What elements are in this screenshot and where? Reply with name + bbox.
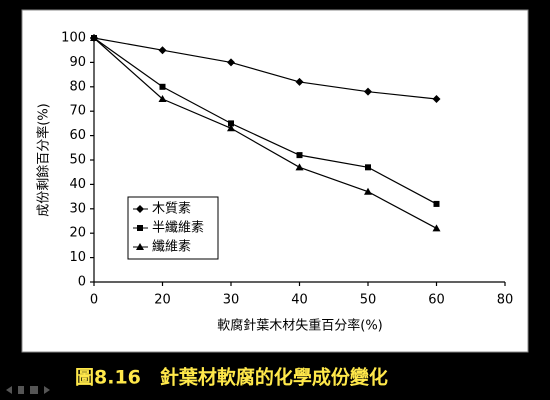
nav-prev[interactable]: [6, 386, 12, 394]
x-tick-label: 80: [497, 293, 514, 308]
data-point: [365, 164, 371, 171]
data-point: [296, 152, 303, 159]
slide-title: 圖8.16 針葉材軟腐的化學成份變化: [75, 366, 388, 389]
y-tick-label: 20: [69, 226, 86, 241]
data-point: [295, 77, 304, 86]
data-point: [159, 83, 166, 90]
x-tick-label: 40: [291, 293, 308, 308]
chart-panel: [21, 9, 529, 353]
legend-label: 木質素: [152, 202, 191, 217]
marker: [136, 243, 144, 250]
data-point: [227, 58, 235, 67]
data-point: [228, 120, 234, 127]
x-tick-label: 50: [360, 293, 377, 308]
series-line: [93, 37, 437, 100]
data-point: [364, 187, 372, 195]
y-tick-label: 80: [69, 79, 86, 94]
data-point: [432, 224, 441, 232]
data-point: [227, 124, 235, 132]
data-point: [158, 46, 167, 55]
nav-menu[interactable]: [30, 386, 38, 394]
y-tick-label: 60: [69, 128, 86, 143]
y-tick-label: 70: [69, 104, 86, 119]
series-line: [93, 37, 437, 229]
y-tick-label: 100: [61, 31, 86, 46]
data-point: [433, 200, 440, 207]
y-tick-label: 40: [69, 177, 86, 192]
y-axis-label: 成份剩餘百分率(%): [36, 103, 52, 217]
x-tick-label: 0: [90, 293, 98, 308]
x-tick-label: 30: [223, 293, 240, 308]
y-tick-label: 90: [69, 55, 86, 70]
series-line: [93, 37, 437, 205]
x-tick-label: 60: [428, 293, 445, 308]
nav-icons[interactable]: [6, 386, 50, 394]
marker: [137, 225, 143, 231]
legend-label: 纖維素: [152, 240, 191, 255]
nav-pen[interactable]: [18, 386, 24, 394]
marker: [136, 205, 144, 213]
data-point: [295, 163, 304, 171]
y-tick-label: 30: [69, 201, 86, 216]
data-point: [158, 95, 167, 102]
y-tick-label: 50: [69, 153, 86, 168]
data-point: [432, 95, 441, 103]
y-tick-label: 10: [69, 250, 86, 265]
legend-label: 半纖維素: [152, 221, 204, 236]
x-axis-label: 軟腐針葉木材失重百分率(%): [217, 318, 383, 334]
data-point: [90, 34, 98, 41]
nav-next[interactable]: [44, 386, 50, 394]
data-point: [364, 87, 372, 96]
y-tick-label: 0: [78, 275, 86, 290]
x-tick-label: 20: [154, 293, 171, 308]
